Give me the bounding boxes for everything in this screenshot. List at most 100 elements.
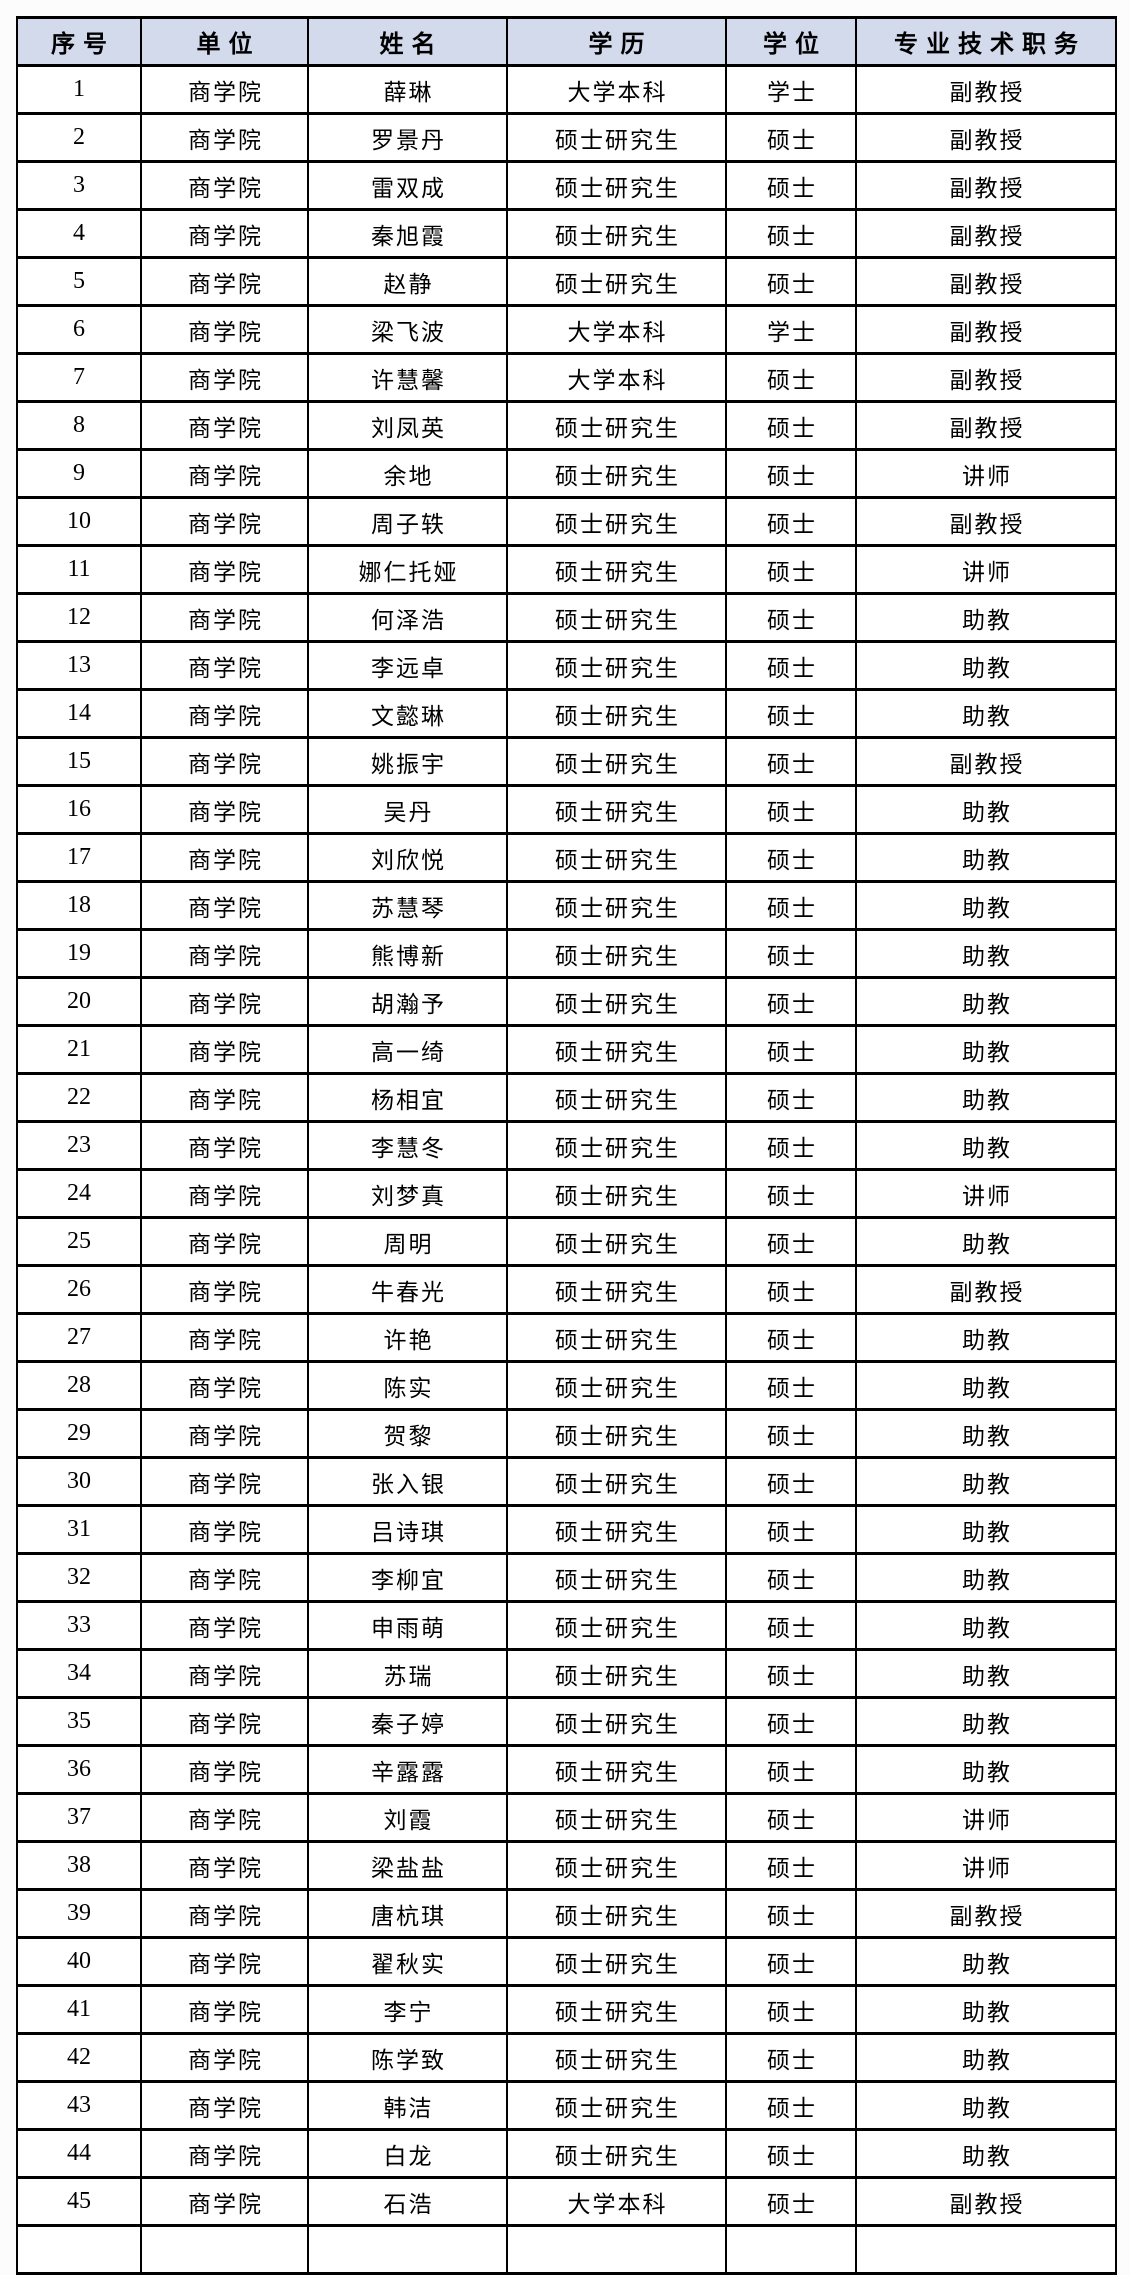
cell-education: 硕士研究生 [506, 2032, 727, 2083]
cell-degree: 硕士 [725, 160, 857, 211]
cell-index: 18 [16, 880, 142, 931]
cell-education: 硕士研究生 [506, 2080, 727, 2131]
empty-cell [16, 2224, 142, 2275]
cell-index: 19 [16, 928, 142, 979]
cell-title: 助教 [855, 1696, 1117, 1747]
cell-unit: 商学院 [140, 112, 309, 163]
empty-cell [140, 2224, 309, 2275]
cell-education: 硕士研究生 [506, 208, 727, 259]
cell-name: 韩洁 [307, 2080, 508, 2131]
cell-name: 罗景丹 [307, 112, 508, 163]
cell-unit: 商学院 [140, 928, 309, 979]
cell-unit: 商学院 [140, 832, 309, 883]
cell-education: 硕士研究生 [506, 1456, 727, 1507]
table-row: 39 商学院 唐杭琪 硕士研究生 硕士 副教授 [16, 1888, 1117, 1939]
cell-name: 李慧冬 [307, 1120, 508, 1171]
cell-name: 陈实 [307, 1360, 508, 1411]
cell-degree: 硕士 [725, 1408, 857, 1459]
cell-title: 助教 [855, 976, 1117, 1027]
cell-index: 21 [16, 1024, 142, 1075]
table-row: 12 商学院 何泽浩 硕士研究生 硕士 助教 [16, 592, 1117, 643]
cell-education: 硕士研究生 [506, 1120, 727, 1171]
cell-name: 辛露露 [307, 1744, 508, 1795]
cell-education: 大学本科 [506, 64, 727, 115]
cell-unit: 商学院 [140, 1216, 309, 1267]
cell-title: 副教授 [855, 208, 1117, 259]
cell-name: 娜仁托娅 [307, 544, 508, 595]
cell-degree: 硕士 [725, 592, 857, 643]
cell-name: 许慧馨 [307, 352, 508, 403]
cell-title: 助教 [855, 1744, 1117, 1795]
cell-name: 张入银 [307, 1456, 508, 1507]
table-row: 36 商学院 辛露露 硕士研究生 硕士 助教 [16, 1744, 1117, 1795]
cell-education: 硕士研究生 [506, 1984, 727, 2035]
cell-name: 熊博新 [307, 928, 508, 979]
table-row: 35 商学院 秦子婷 硕士研究生 硕士 助教 [16, 1696, 1117, 1747]
cell-title: 助教 [855, 1456, 1117, 1507]
cell-education: 硕士研究生 [506, 1552, 727, 1603]
cell-unit: 商学院 [140, 1888, 309, 1939]
cell-name: 刘梦真 [307, 1168, 508, 1219]
cell-index: 34 [16, 1648, 142, 1699]
cell-unit: 商学院 [140, 544, 309, 595]
cell-index: 36 [16, 1744, 142, 1795]
cell-degree: 硕士 [725, 640, 857, 691]
cell-name: 苏瑞 [307, 1648, 508, 1699]
table-row: 2 商学院 罗景丹 硕士研究生 硕士 副教授 [16, 112, 1117, 163]
cell-education: 硕士研究生 [506, 1168, 727, 1219]
cell-index: 28 [16, 1360, 142, 1411]
cell-title: 助教 [855, 1600, 1117, 1651]
cell-title: 助教 [855, 1984, 1117, 2035]
cell-degree: 硕士 [725, 1936, 857, 1987]
cell-title: 副教授 [855, 2176, 1117, 2227]
cell-degree: 硕士 [725, 256, 857, 307]
cell-name: 李柳宜 [307, 1552, 508, 1603]
cell-degree: 硕士 [725, 928, 857, 979]
cell-unit: 商学院 [140, 352, 309, 403]
cell-name: 吕诗琪 [307, 1504, 508, 1555]
cell-index: 14 [16, 688, 142, 739]
table-row: 6 商学院 梁飞波 大学本科 学士 副教授 [16, 304, 1117, 355]
cell-name: 牛春光 [307, 1264, 508, 1315]
cell-name: 刘欣悦 [307, 832, 508, 883]
table-row: 30 商学院 张入银 硕士研究生 硕士 助教 [16, 1456, 1117, 1507]
cell-degree: 硕士 [725, 544, 857, 595]
cell-index: 16 [16, 784, 142, 835]
cell-name: 李宁 [307, 1984, 508, 2035]
cell-degree: 硕士 [725, 1024, 857, 1075]
table-row: 22 商学院 杨相宜 硕士研究生 硕士 助教 [16, 1072, 1117, 1123]
cell-degree: 硕士 [725, 1216, 857, 1267]
cell-degree: 硕士 [725, 976, 857, 1027]
cell-title: 讲师 [855, 448, 1117, 499]
cell-unit: 商学院 [140, 880, 309, 931]
cell-education: 硕士研究生 [506, 1888, 727, 1939]
cell-title: 助教 [855, 592, 1117, 643]
table-row: 14 商学院 文懿琳 硕士研究生 硕士 助教 [16, 688, 1117, 739]
table-row: 11 商学院 娜仁托娅 硕士研究生 硕士 讲师 [16, 544, 1117, 595]
cell-title: 副教授 [855, 64, 1117, 115]
cell-index: 17 [16, 832, 142, 883]
cell-degree: 硕士 [725, 1552, 857, 1603]
cell-unit: 商学院 [140, 160, 309, 211]
cell-index: 8 [16, 400, 142, 451]
table-row: 28 商学院 陈实 硕士研究生 硕士 助教 [16, 1360, 1117, 1411]
cell-name: 梁飞波 [307, 304, 508, 355]
cell-title: 助教 [855, 688, 1117, 739]
cell-education: 硕士研究生 [506, 1840, 727, 1891]
cell-education: 硕士研究生 [506, 112, 727, 163]
table-row: 37 商学院 刘霞 硕士研究生 硕士 讲师 [16, 1792, 1117, 1843]
cell-degree: 硕士 [725, 1744, 857, 1795]
cell-index: 13 [16, 640, 142, 691]
cell-name: 赵静 [307, 256, 508, 307]
cell-title: 副教授 [855, 160, 1117, 211]
cell-degree: 硕士 [725, 1648, 857, 1699]
table-row: 23 商学院 李慧冬 硕士研究生 硕士 助教 [16, 1120, 1117, 1171]
empty-cell [725, 2224, 857, 2275]
cell-degree: 硕士 [725, 352, 857, 403]
cell-degree: 硕士 [725, 784, 857, 835]
cell-name: 吴丹 [307, 784, 508, 835]
cell-title: 助教 [855, 928, 1117, 979]
cell-unit: 商学院 [140, 1648, 309, 1699]
cell-title: 副教授 [855, 112, 1117, 163]
cell-name: 贺黎 [307, 1408, 508, 1459]
